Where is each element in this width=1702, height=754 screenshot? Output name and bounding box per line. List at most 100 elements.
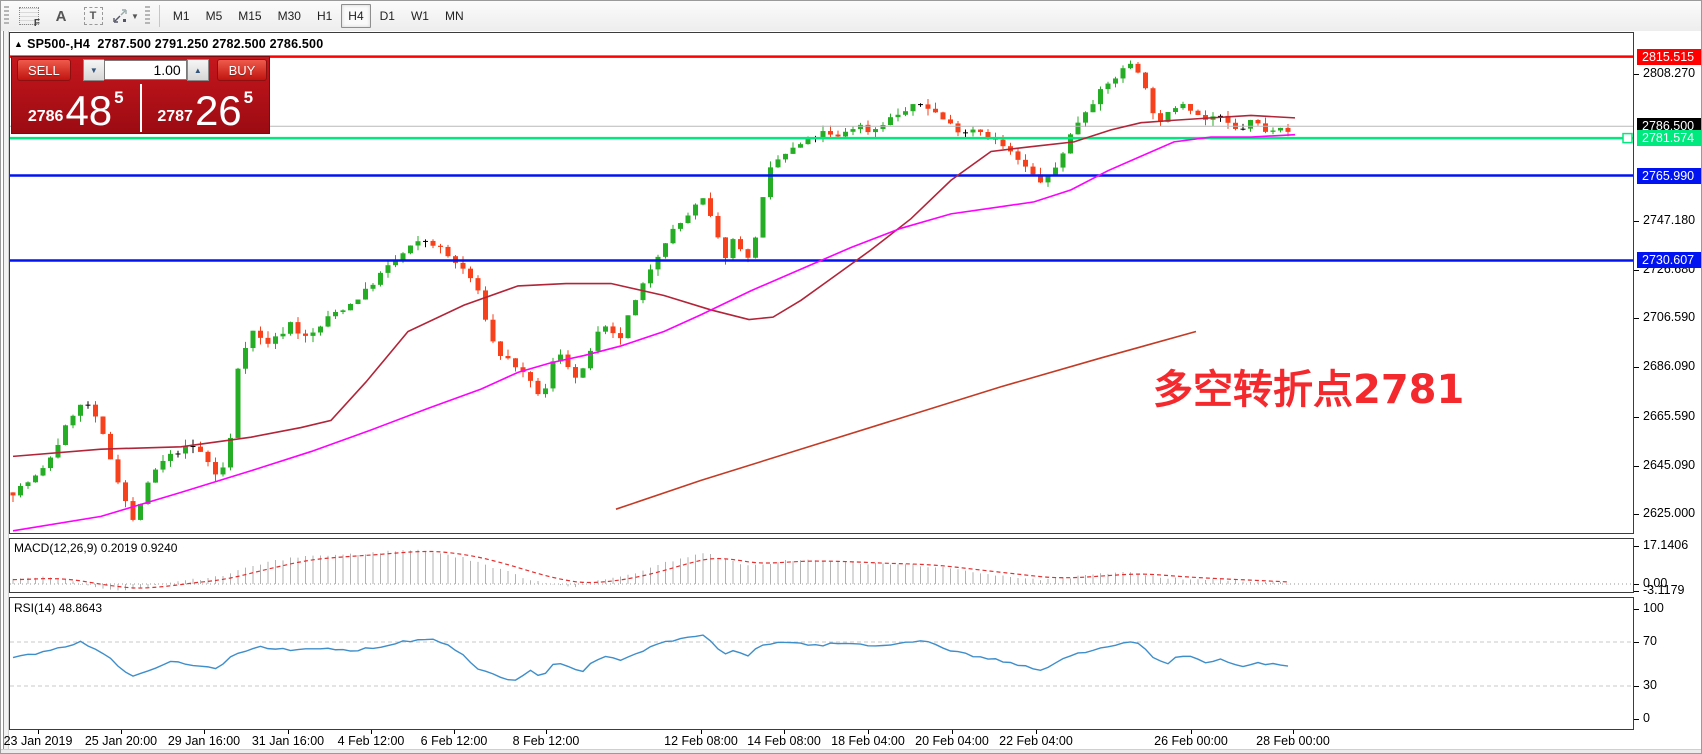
rsi-indicator-label: RSI(14) 48.8643	[14, 601, 103, 615]
window-left-edge	[3, 31, 9, 753]
arrange-charts-icon	[113, 9, 127, 23]
rsi-axis-label-100: 100	[1643, 601, 1664, 615]
axis-tick	[1634, 719, 1639, 720]
price-tick-label-2645.090: 2645.090	[1643, 457, 1696, 472]
price-axis[interactable]: 2808.270 2747.180 2726.680 2706.590 2686.090…	[1634, 31, 1701, 731]
letter-t-icon: T	[83, 7, 103, 25]
sell-button[interactable]: SELL	[17, 59, 71, 81]
text-tool-icon[interactable]: T	[79, 3, 107, 29]
time-label: 31 Jan 16:00	[251, 734, 325, 748]
time-label: 28 Feb 00:00	[1256, 734, 1330, 748]
timeframe-button-group: M1 M5 M15 M30 H1 H4 D1 W1 MN	[165, 4, 472, 28]
price-badge-2730.607: 2730.607	[1637, 252, 1701, 269]
chart-canvas[interactable]	[9, 32, 1634, 730]
time-label: 25 Jan 20:00	[84, 734, 158, 748]
window-bottom-edge	[1, 749, 1701, 753]
time-tick	[371, 730, 372, 734]
buy-price-pip: 5	[243, 88, 254, 107]
grid-f-icon: F	[19, 7, 40, 29]
price-tick-label-2686.090: 2686.090	[1643, 359, 1696, 374]
pane-border-1	[9, 538, 1634, 593]
axis-tick	[1634, 513, 1639, 515]
macd-signal-line	[12, 550, 1289, 589]
buy-price-main: 26	[194, 86, 242, 134]
time-label: 18 Feb 04:00	[831, 734, 905, 748]
symbols-grid-icon[interactable]: F	[15, 3, 43, 29]
macd-axis-label-17.1406: 17.1406	[1643, 538, 1689, 552]
macd-axis-label-0.00: 0.00	[1643, 576, 1668, 590]
time-axis[interactable]: 23 Jan 2019 25 Jan 20:00 29 Jan 16:00 31 Ja…	[4, 730, 1701, 753]
axis-tick	[1634, 269, 1639, 271]
time-label: 23 Jan 2019	[3, 734, 73, 748]
timeframe-button-m5[interactable]: M5	[205, 9, 223, 23]
toolbar: F A T ▼ M1 M5 M15 M30 H1 H4 D1 W1 MN	[1, 1, 1701, 32]
price-tick-label-2808.270: 2808.270	[1643, 66, 1696, 80]
time-tick	[1293, 730, 1294, 734]
axis-tick	[1634, 546, 1639, 547]
toolbar-separator	[158, 5, 160, 27]
time-tick	[38, 730, 39, 734]
spin-up-icon: ▲	[193, 65, 202, 75]
sell-price[interactable]: 2786 48 5	[12, 82, 140, 134]
time-label: 8 Feb 12:00	[512, 734, 580, 748]
price-tick-label-2625.000: 2625.000	[1643, 505, 1696, 520]
arrange-charts-button[interactable]: ▼	[111, 3, 140, 29]
axis-tick	[1634, 609, 1639, 610]
timeframe-button-h4[interactable]: H4	[341, 4, 371, 28]
symbol-direction-icon: ▲	[14, 39, 24, 49]
time-label: 26 Feb 00:00	[1154, 734, 1228, 748]
ma-slow-darkred	[615, 330, 1197, 510]
time-label: 6 Feb 12:00	[420, 734, 488, 748]
axis-tick	[1634, 416, 1639, 418]
price-badge-2765.990: 2765.990	[1637, 167, 1701, 184]
price-divider	[139, 84, 142, 132]
timeframe-button-m30[interactable]: M30	[277, 9, 301, 23]
time-tick	[204, 730, 205, 734]
timeframe-button-m1[interactable]: M1	[172, 9, 190, 23]
ma-fast-magenta	[12, 133, 1296, 532]
time-label: 22 Feb 04:00	[999, 734, 1073, 748]
volume-input[interactable]: 1.00	[104, 60, 187, 80]
timeframe-button-h1[interactable]: H1	[316, 9, 333, 23]
axis-tick	[1634, 686, 1639, 687]
volume-decrease-button[interactable]: ▼	[82, 59, 104, 81]
macd-indicator-label: MACD(12,26,9) 0.2019 0.9240	[14, 541, 178, 555]
price-tick-label-2706.590: 2706.590	[1643, 310, 1696, 325]
axis-tick	[1634, 367, 1639, 369]
axis-tick	[1634, 465, 1639, 467]
timeframe-button-mn[interactable]: MN	[444, 9, 464, 23]
rsi-axis-label-0: 0	[1643, 711, 1650, 725]
time-tick	[952, 730, 953, 734]
axis-tick	[1634, 74, 1639, 75]
sell-price-pip: 5	[114, 88, 124, 107]
time-label: 12 Feb 08:00	[664, 734, 738, 748]
trade-controls-row: SELL ▼ 1.00 ▲ BUY	[12, 57, 269, 82]
buy-price[interactable]: 2787 26 5	[142, 82, 270, 134]
bid-ask-display: 2786 48 5 2787 26 5	[12, 82, 269, 134]
toolbar-drag-handle-2[interactable]	[144, 6, 150, 26]
timeframe-button-m15[interactable]: M15	[238, 9, 262, 23]
buy-price-prefix: 2787	[157, 108, 193, 125]
font-label-icon[interactable]: A	[47, 3, 75, 29]
sell-price-main: 48	[65, 86, 113, 134]
time-tick	[868, 730, 869, 734]
hline-marker-2781.574	[1622, 132, 1633, 144]
volume-increase-button[interactable]: ▲	[186, 59, 209, 81]
time-tick	[546, 730, 547, 734]
time-label: 29 Jan 16:00	[167, 734, 241, 748]
sell-price-prefix: 2786	[27, 108, 64, 125]
symbol-header: ▲ SP500-,H4 2787.500 2791.250 2782.500 27…	[14, 37, 323, 51]
timeframe-button-d1[interactable]: D1	[379, 9, 395, 23]
timeframe-button-w1[interactable]: W1	[410, 9, 429, 23]
pane-border-2	[9, 597, 1634, 730]
time-label: 20 Feb 04:00	[915, 734, 989, 748]
symbol-ohlc-text: SP500-,H4 2787.500 2791.250 2782.500 278…	[27, 37, 324, 51]
price-badge-2815.515: 2815.515	[1637, 48, 1701, 65]
ma-mid-crimson	[12, 114, 1296, 458]
chevron-down-icon: ▼	[131, 11, 139, 21]
time-tick	[784, 730, 785, 734]
toolbar-drag-handle[interactable]	[4, 6, 9, 26]
one-click-trading-panel: SELL ▼ 1.00 ▲ BUY 2786 48 5 2787 26 5	[11, 56, 270, 134]
buy-button[interactable]: BUY	[217, 59, 267, 81]
